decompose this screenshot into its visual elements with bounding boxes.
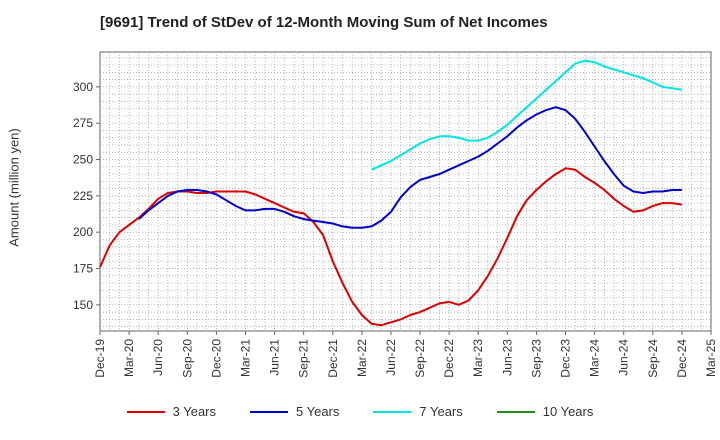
x-tick-label: Jun-23 [500, 339, 514, 376]
x-tick-label: Dec-20 [209, 339, 223, 378]
legend-label-3-years: 3 Years [172, 404, 216, 419]
series-line-7-years [371, 59, 683, 171]
y-tick-label: 175 [73, 262, 93, 276]
legend-swatch-10-years [496, 410, 535, 413]
legend-item-10-years: 10 Years [496, 404, 594, 419]
x-tick-label: Mar-24 [588, 339, 602, 377]
legend-item-5-years: 5 Years [250, 404, 339, 419]
y-tick-label: 300 [73, 80, 93, 94]
legend-swatch-7-years [373, 410, 412, 413]
legend-label-10-years: 10 Years [542, 404, 594, 419]
legend-item-3-years: 3 Years [126, 404, 216, 419]
x-tick-label: Mar-20 [122, 339, 136, 377]
series-line-3-years [99, 167, 683, 327]
x-tick-label: Mar-25 [704, 339, 718, 377]
legend-swatch-5-years [250, 410, 288, 413]
legend-swatch-3-years [126, 410, 165, 413]
x-tick-label: Sep-20 [180, 339, 194, 378]
y-tick-label: 200 [73, 225, 93, 239]
y-tick-label: 225 [73, 189, 93, 203]
x-tick-label: Jun-20 [151, 339, 165, 376]
chart-legend: 3 Years 5 Years 7 Years 10 Years [0, 404, 720, 419]
x-tick-label: Jun-21 [268, 339, 282, 376]
x-tick-label: Dec-24 [675, 339, 689, 378]
x-tick-label: Sep-23 [529, 339, 543, 378]
x-tick-label: Dec-19 [93, 339, 107, 378]
legend-item-7-years: 7 Years [373, 404, 463, 419]
legend-label-5-years: 5 Years [296, 404, 340, 419]
x-tick-label: Jun-22 [384, 339, 398, 376]
y-tick-label: 275 [73, 116, 93, 130]
y-tick-label: 150 [73, 298, 93, 312]
y-tick-label: 250 [73, 153, 93, 167]
x-tick-label: Sep-24 [646, 339, 660, 378]
x-tick-label: Dec-23 [559, 339, 573, 378]
x-tick-label: Mar-21 [238, 339, 252, 377]
x-tick-label: Dec-22 [442, 339, 456, 378]
x-tick-label: Jun-24 [617, 339, 631, 376]
legend-label-7-years: 7 Years [419, 404, 463, 419]
chart-title: [9691] Trend of StDev of 12-Month Moving… [100, 14, 548, 31]
x-tick-label: Mar-22 [355, 339, 369, 377]
x-tick-label: Dec-21 [326, 339, 340, 378]
x-tick-label: Sep-21 [297, 339, 311, 378]
x-tick-label: Mar-23 [471, 339, 485, 377]
x-tick-label: Sep-22 [413, 339, 427, 378]
series-line-5-years [138, 106, 682, 229]
